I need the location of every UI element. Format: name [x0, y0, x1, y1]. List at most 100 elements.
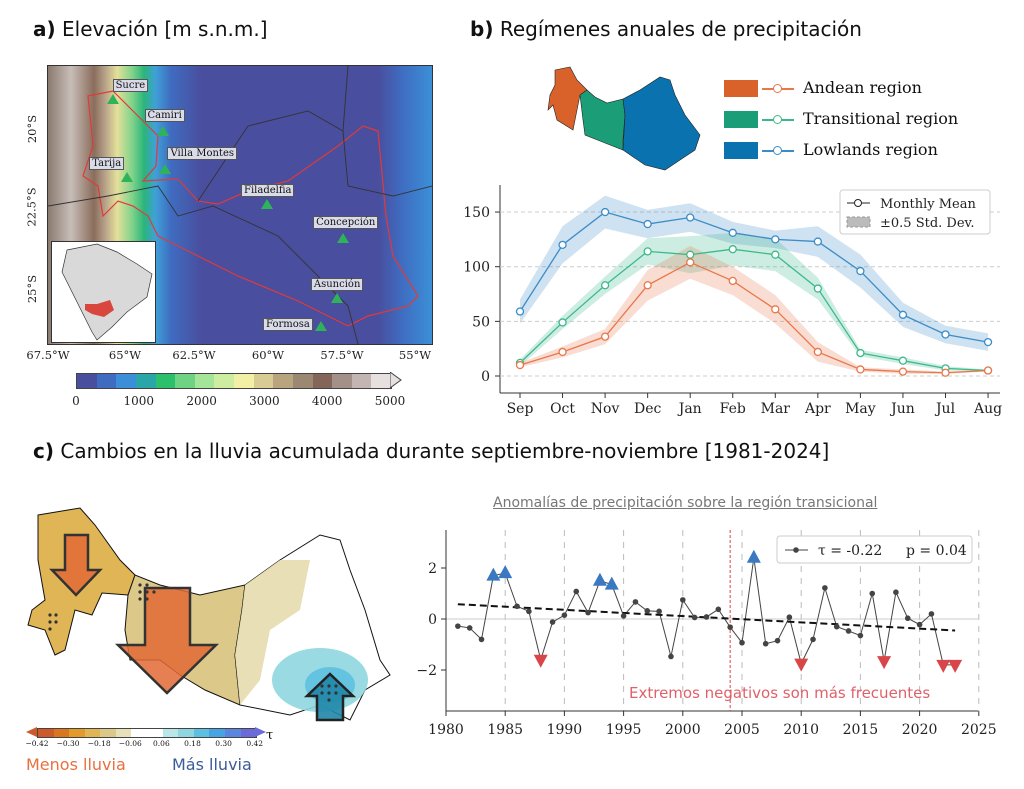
data-point	[941, 330, 950, 339]
data-point	[600, 281, 610, 290]
data-point	[869, 590, 876, 597]
lon-tick: 67.5°W	[26, 348, 70, 362]
data-point	[515, 360, 525, 370]
data-point	[857, 632, 864, 639]
lon-tick: 60°W	[251, 348, 285, 362]
region-label: Lowlands region	[803, 140, 938, 159]
data-point	[898, 310, 908, 319]
data-point	[632, 599, 639, 605]
data-point	[561, 612, 568, 618]
data-point	[893, 589, 899, 596]
annual-regimes-chart: 0 50 100 150 Sep Oct Nov Dec Jan Feb Mar Apr May Jun J…	[463, 185, 1002, 417]
y-tick-label: 0	[428, 612, 437, 628]
colorbar-segment	[38, 729, 54, 737]
elevation-map: Sucre Camiri Villa Montes Tarija Filadelfia C…	[47, 65, 433, 345]
region-swatch	[724, 142, 758, 159]
negative-extreme-marker	[936, 659, 951, 673]
city-marker-icon	[315, 321, 328, 332]
colorbar-segment	[155, 374, 176, 388]
x-tick-label: Jun	[889, 401, 915, 417]
city-marker-icon	[156, 125, 169, 136]
regions-mini-map	[547, 66, 701, 171]
data-point	[686, 258, 695, 267]
colorbar-segment	[84, 729, 101, 737]
colorbar-tick: 0.06	[153, 739, 170, 748]
positive-extreme-marker	[746, 549, 761, 563]
city-marker-icon	[330, 292, 343, 303]
lon-tick: 65°W	[108, 348, 142, 362]
data-point	[762, 640, 769, 647]
colorbar-segment	[116, 374, 136, 388]
colorbar-segment	[351, 374, 372, 388]
x-tick-label: 2010	[783, 722, 819, 738]
data-point	[898, 356, 908, 365]
colorbar-segment	[292, 374, 313, 388]
colorbar-segment	[332, 374, 352, 388]
data-point	[515, 307, 525, 316]
data-point	[558, 240, 567, 249]
data-point	[898, 367, 908, 376]
colorbar-segment	[115, 729, 132, 737]
colorbar-tick: 2000	[186, 394, 217, 408]
data-point	[691, 614, 698, 621]
x-tick-label: Mar	[761, 401, 791, 417]
x-tick-label: Dec	[634, 401, 662, 417]
city-label: Asunción	[310, 277, 364, 291]
x-tick-label: May	[845, 401, 876, 417]
region-swatch	[724, 111, 758, 128]
data-point	[856, 365, 865, 374]
trend-map	[27, 507, 391, 722]
data-point	[478, 636, 485, 643]
city-label: Tarija	[89, 156, 125, 170]
colorbar-segment	[240, 729, 257, 737]
data-point	[600, 332, 610, 341]
city-marker-icon	[106, 93, 119, 104]
study-region-highlight	[85, 300, 114, 317]
data-point	[728, 245, 737, 254]
colorbar-tick: 3000	[249, 394, 280, 408]
legend-marker	[793, 547, 799, 553]
data-point	[833, 623, 840, 630]
negative-extreme-marker	[794, 658, 809, 672]
data-point	[558, 318, 567, 327]
legend-box	[839, 189, 991, 235]
andean-decrease-arrow	[49, 533, 103, 597]
data-point	[514, 603, 520, 610]
data-point	[786, 614, 793, 621]
y-tick-label: 100	[463, 260, 490, 276]
positive-extreme-marker	[498, 565, 513, 579]
data-point	[686, 213, 695, 222]
colorbar-tick: 0.18	[184, 739, 201, 748]
city-marker-icon	[337, 233, 350, 244]
colorbar-tick: −0.18	[87, 739, 111, 748]
colorbar-tick: −0.42	[25, 739, 49, 748]
city-label: Sucre	[112, 78, 149, 92]
series-line	[519, 248, 989, 372]
data-point	[644, 608, 651, 614]
legend-p: p = 0.04	[906, 543, 967, 559]
colorbar-tick: 0.30	[215, 739, 232, 748]
data-point	[845, 628, 852, 634]
data-point	[813, 347, 823, 357]
data-point	[810, 636, 816, 643]
legend-mean-label: Monthly Mean	[880, 197, 976, 212]
inset-map	[51, 241, 156, 343]
colorbar-extend-left	[26, 727, 37, 737]
data-point	[703, 614, 710, 620]
x-tick-label: Aug	[973, 401, 1002, 417]
colorbar-segment	[100, 729, 116, 737]
colorbar-segment	[131, 729, 148, 737]
transitional-decrease-arrow	[114, 586, 220, 695]
y-tick-label: 2	[428, 561, 437, 577]
colorbar-segment	[214, 374, 234, 388]
y-tick-label: 150	[463, 205, 490, 221]
significance-stippling	[48, 583, 338, 702]
data-point	[771, 305, 780, 314]
y-tick-label: −2	[416, 663, 437, 679]
colorbar-segment	[147, 729, 163, 737]
lon-tick: 57.5°W	[320, 348, 364, 362]
colorbar-segment	[371, 374, 391, 388]
x-tick-label: 2005	[724, 722, 760, 738]
colorbar-tick: 4000	[311, 394, 343, 408]
anomaly-chart: 1980 1985 1990 1995 2000 2005 2010 2015 2020 2025…	[416, 530, 997, 738]
